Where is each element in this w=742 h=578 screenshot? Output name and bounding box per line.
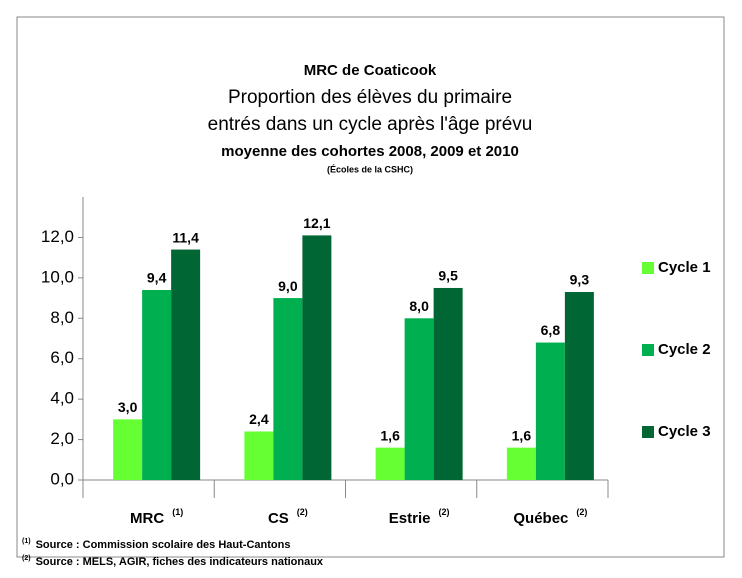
category-note: (2) xyxy=(438,507,449,517)
bar xyxy=(113,419,143,480)
data-label: 9,3 xyxy=(570,272,590,288)
footnote-text: Source : MELS, AGIR, fiches des indicate… xyxy=(36,556,324,568)
y-tick-label: 2,0 xyxy=(50,429,74,448)
data-label: 3,0 xyxy=(118,399,138,415)
category-note: (2) xyxy=(297,507,308,517)
y-tick-label: 12,0 xyxy=(41,227,74,246)
bar xyxy=(302,235,332,480)
legend-label: Cycle 2 xyxy=(658,341,711,358)
data-label: 6,8 xyxy=(541,322,561,338)
bar xyxy=(171,249,201,480)
category-note: (2) xyxy=(576,507,587,517)
legend-label: Cycle 1 xyxy=(658,259,711,276)
bar xyxy=(404,318,434,480)
chart-subtitle: (Écoles de la CSHC) xyxy=(327,164,413,174)
category-name: CS xyxy=(268,510,289,527)
data-label: 1,6 xyxy=(512,427,532,443)
footnote-marker: (1) xyxy=(22,538,31,545)
chart-subtitle: entrés dans un cycle après l'âge prévu xyxy=(208,114,533,135)
category-name: Québec xyxy=(513,510,568,527)
category-name: MRC xyxy=(130,510,164,527)
y-tick-label: 10,0 xyxy=(41,267,74,286)
y-tick-label: 8,0 xyxy=(50,308,74,327)
x-tick-label: CS (2) xyxy=(268,507,308,527)
category-name: Estrie xyxy=(389,510,431,527)
bar xyxy=(535,342,565,480)
footnote-text: Source : Commission scolaire des Haut-Ca… xyxy=(36,539,291,551)
y-tick-label: 0,0 xyxy=(50,469,74,488)
bar xyxy=(433,287,463,480)
footnote: (2) Source : MELS, AGIR, fiches des indic… xyxy=(22,555,324,568)
legend-swatch xyxy=(642,426,654,438)
chart-title: MRC de Coaticook xyxy=(304,62,437,79)
y-tick-label: 4,0 xyxy=(50,389,74,408)
data-label: 9,5 xyxy=(438,268,458,284)
bar xyxy=(506,447,536,480)
category-note: (1) xyxy=(172,507,183,517)
chart-subtitle: Proportion des élèves du primaire xyxy=(228,87,512,108)
bar xyxy=(375,447,405,480)
data-label: 2,4 xyxy=(249,411,269,427)
data-label: 9,4 xyxy=(147,270,167,286)
bar xyxy=(244,431,274,480)
data-label: 1,6 xyxy=(380,427,400,443)
x-tick-label: MRC (1) xyxy=(130,507,183,527)
x-tick-label: Québec (2) xyxy=(513,507,587,527)
data-label: 12,1 xyxy=(303,215,330,231)
chart-subtitle: moyenne des cohortes 2008, 2009 et 2010 xyxy=(221,143,519,160)
legend-label: Cycle 3 xyxy=(658,423,711,440)
legend-swatch xyxy=(642,344,654,356)
bar xyxy=(273,298,303,480)
data-label: 8,0 xyxy=(409,298,429,314)
legend-swatch xyxy=(642,262,654,274)
bar xyxy=(564,292,594,480)
x-tick-label: Estrie (2) xyxy=(389,507,450,527)
footnote-marker: (2) xyxy=(22,555,31,562)
data-label: 9,0 xyxy=(278,278,298,294)
y-tick-label: 6,0 xyxy=(50,348,74,367)
data-label: 11,4 xyxy=(172,229,199,245)
footnote: (1) Source : Commission scolaire des Haut… xyxy=(22,538,290,551)
bar xyxy=(142,289,172,480)
